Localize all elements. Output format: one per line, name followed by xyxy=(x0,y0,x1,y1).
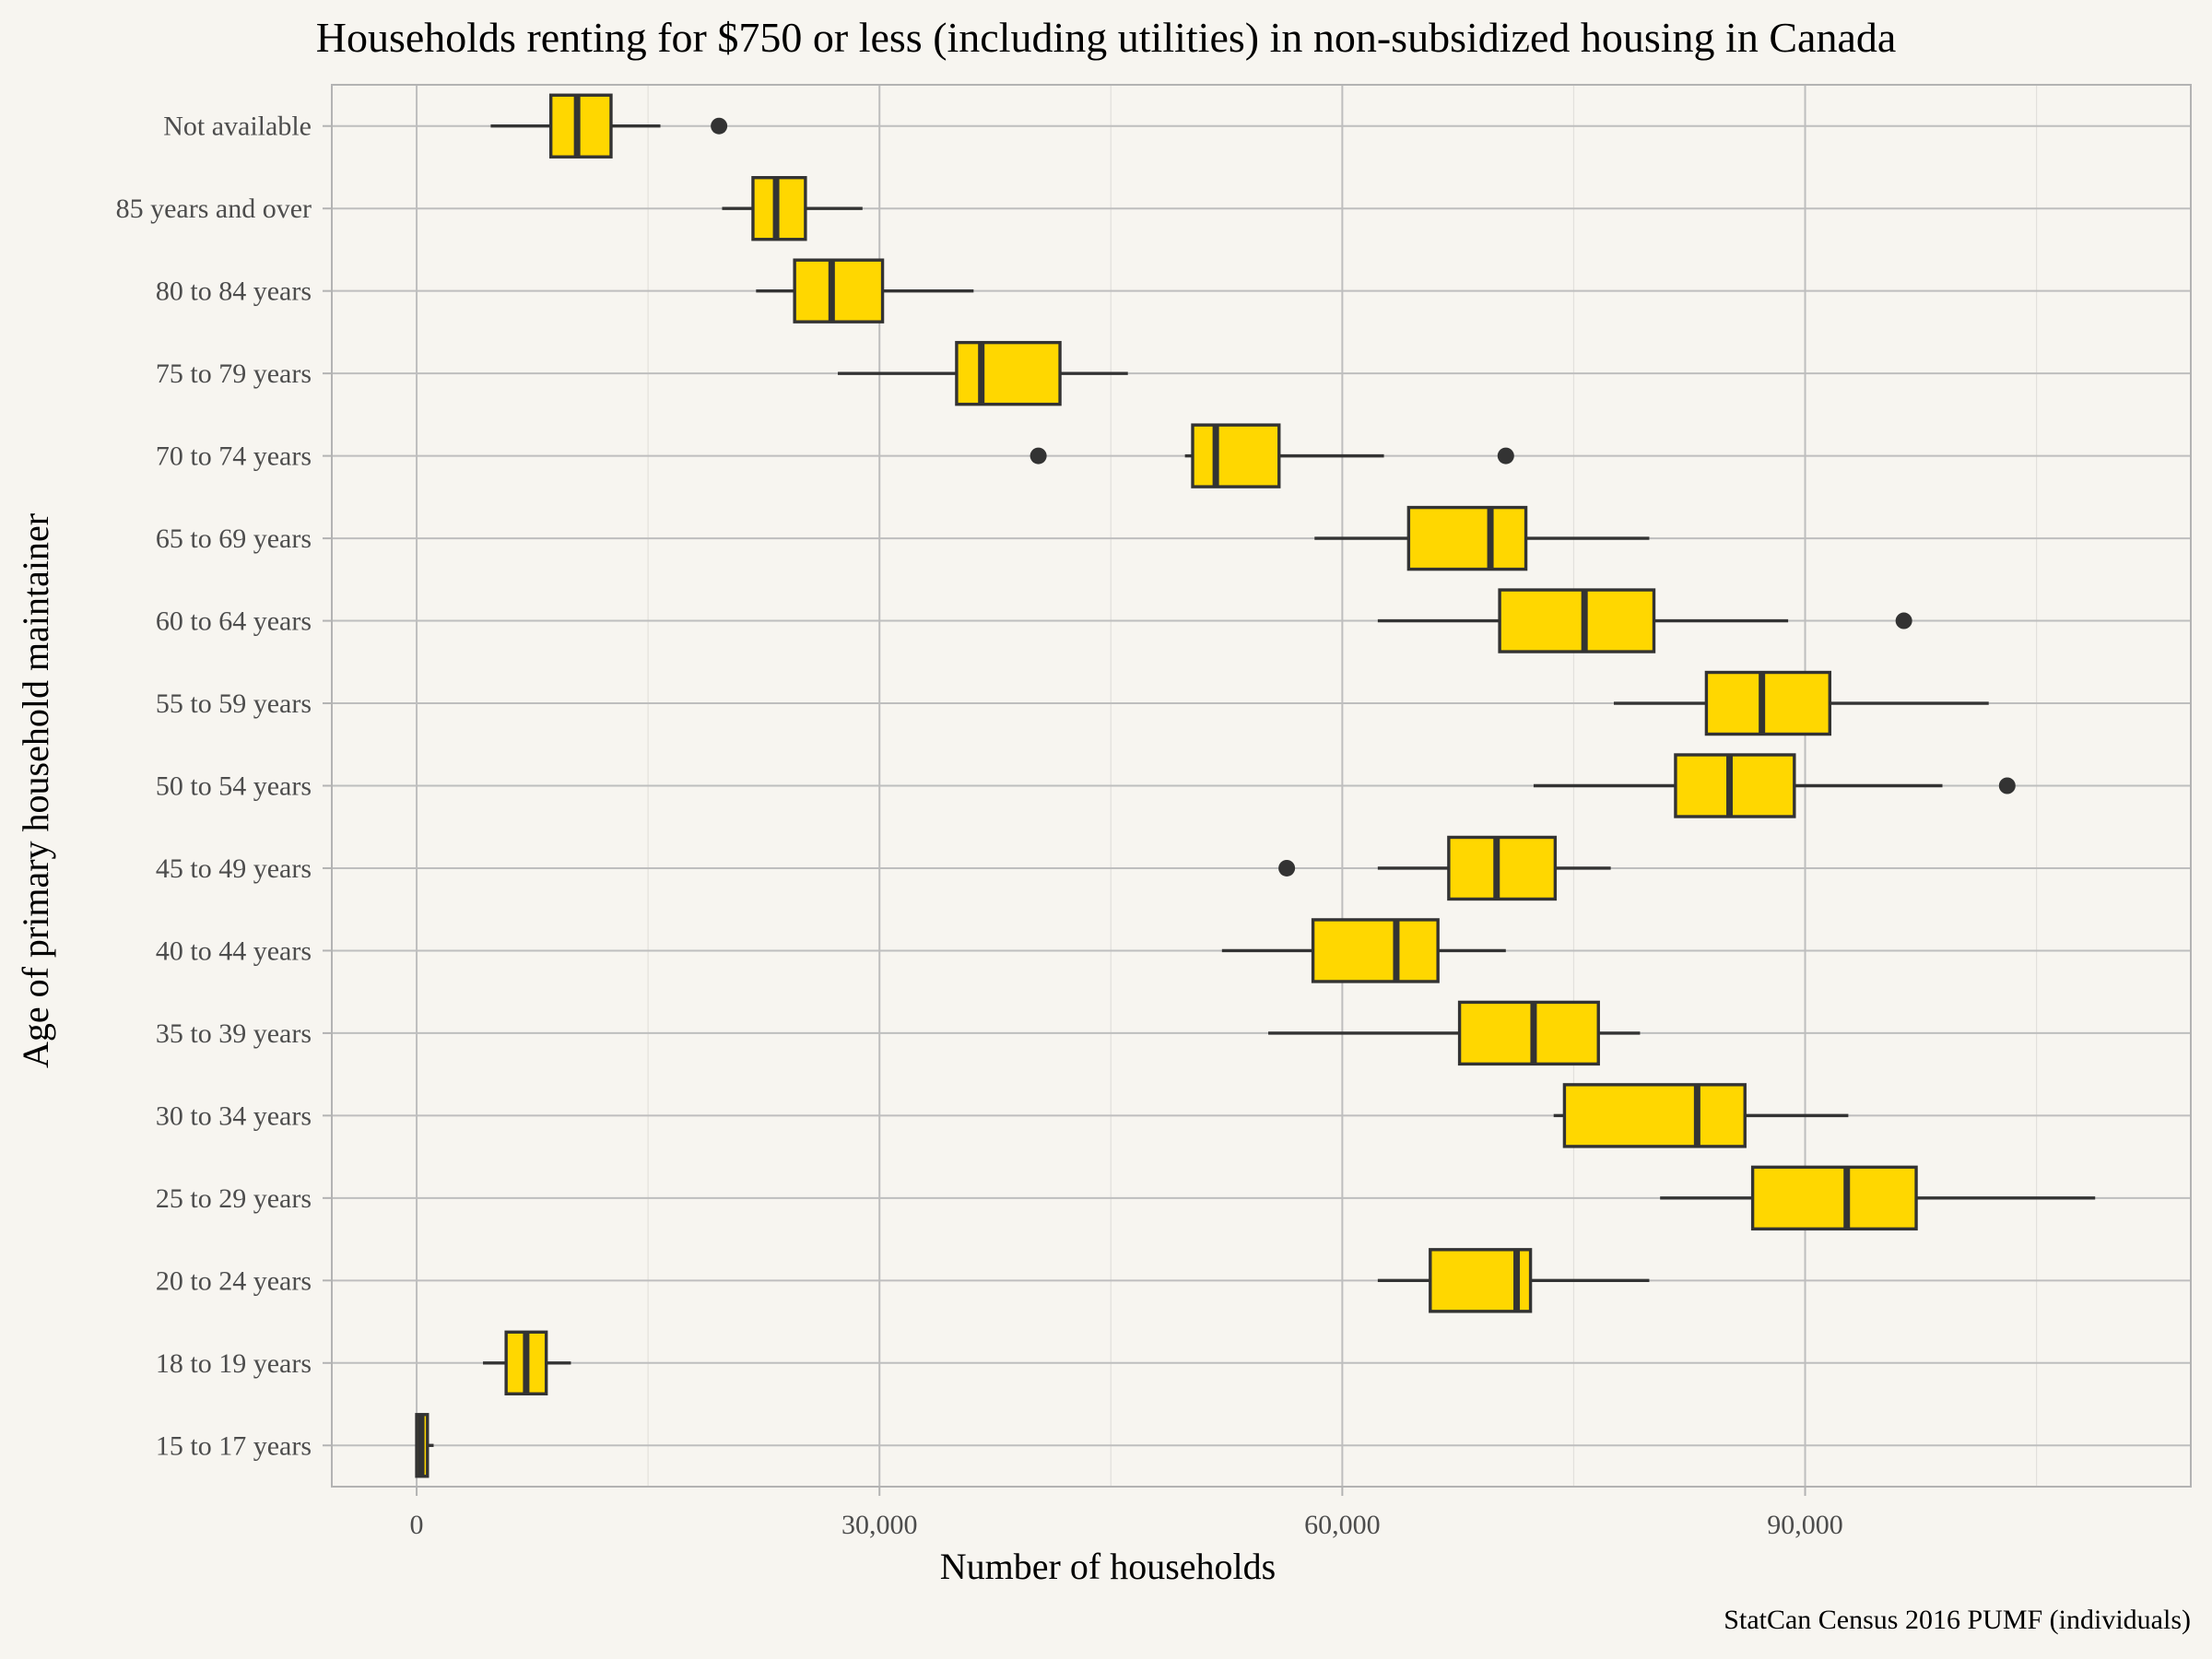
box-iqr xyxy=(1311,918,1440,983)
y-tick-label: 80 to 84 years xyxy=(156,276,312,307)
outlier-point xyxy=(1895,612,1912,629)
y-tick-label: Not available xyxy=(163,112,312,142)
box-iqr xyxy=(1191,423,1281,488)
box-iqr xyxy=(1704,670,1832,736)
y-axis-title: Age of primary household maintainer xyxy=(15,513,56,1068)
x-tick-label: 60,000 xyxy=(1304,1510,1381,1540)
box-iqr xyxy=(793,258,885,324)
y-tick-label: 75 to 79 years xyxy=(156,359,312,389)
y-tick-label: 20 to 24 years xyxy=(156,1265,312,1296)
y-tick-label: 50 to 54 years xyxy=(156,771,312,802)
outlier-point xyxy=(711,117,728,135)
y-tick-label: 40 to 44 years xyxy=(156,935,312,966)
outlier-point xyxy=(1497,447,1514,465)
y-tick-label: 25 to 29 years xyxy=(156,1183,312,1214)
y-tick-label: 55 to 59 years xyxy=(156,688,312,719)
x-tick-label: 90,000 xyxy=(1767,1510,1843,1540)
y-tick-label: 35 to 39 years xyxy=(156,1018,312,1049)
box-iqr xyxy=(1447,835,1558,901)
outlier-point xyxy=(1030,447,1047,465)
y-tick-label: 60 to 64 years xyxy=(156,606,312,637)
box-iqr xyxy=(1457,1000,1600,1066)
box-iqr xyxy=(548,93,613,159)
chart-caption: StatCan Census 2016 PUMF (individuals) xyxy=(1724,1605,2191,1635)
y-tick-label: 18 to 19 years xyxy=(156,1348,312,1379)
box-iqr xyxy=(1674,753,1796,818)
box-iqr xyxy=(955,340,1062,406)
box-iqr xyxy=(1498,588,1656,653)
chart-title: Households renting for $750 or less (inc… xyxy=(316,14,1897,61)
plot-panel: Not available 85 years and over 80 to 84 y… xyxy=(116,84,2192,1540)
x-axis-title: Number of households xyxy=(940,1546,1276,1587)
y-tick-label: 15 to 17 years xyxy=(156,1430,312,1461)
y-tick-label: 45 to 49 years xyxy=(156,853,312,884)
box-iqr xyxy=(1750,1165,1918,1231)
x-tick-label: 30,000 xyxy=(841,1510,918,1540)
x-tick-label: 0 xyxy=(410,1510,424,1540)
y-tick-label: 85 years and over xyxy=(116,194,312,224)
y-tick-label: 65 to 69 years xyxy=(156,524,312,554)
outlier-point xyxy=(1278,859,1296,877)
y-tick-label: 70 to 74 years xyxy=(156,441,312,472)
outlier-point xyxy=(1998,777,2016,794)
box-iqr xyxy=(1406,505,1528,571)
box-iqr xyxy=(1562,1083,1747,1148)
y-tick-label: 30 to 34 years xyxy=(156,1100,312,1131)
